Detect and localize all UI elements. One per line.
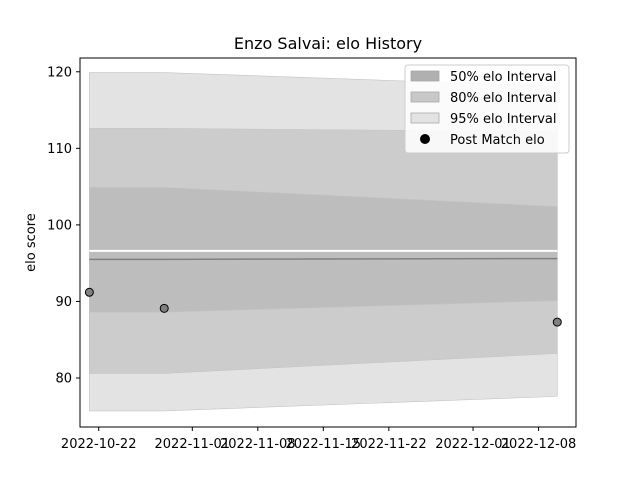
center-line: [89, 257, 558, 261]
interval-bands: [89, 72, 558, 412]
chart-title: Enzo Salvai: elo History: [234, 34, 422, 53]
x-tick-label: 2022-12-01: [435, 437, 511, 452]
legend-label: Post Match elo: [450, 133, 545, 148]
y-tick-label: 100: [47, 218, 72, 233]
legend-swatch: [410, 91, 440, 103]
x-tick-label: 2022-11-22: [351, 437, 427, 452]
x-tick-label: 2022-12-08: [501, 437, 577, 452]
x-axis: 2022-10-22 2022-11-012022-11-082022-11-15…: [61, 427, 576, 452]
y-tick-label: 90: [55, 295, 72, 310]
x-tick-label: 2022-11-01: [155, 437, 231, 452]
legend: 50% elo Interval 80% elo Interval 95% elo …: [404, 64, 570, 154]
plot-frame: [79, 57, 577, 428]
legend-box: [404, 64, 570, 154]
legend-label: 80% elo Interval: [450, 91, 557, 106]
y-tick-label: 120: [47, 65, 72, 80]
data-point: [159, 303, 169, 313]
legend-marker: [420, 134, 430, 144]
y-tick-label: 110: [47, 142, 72, 157]
x-tick-label: 2022-11-08: [220, 437, 296, 452]
legend-label: 50% elo Interval: [450, 70, 557, 85]
legend-swatch: [410, 70, 440, 82]
legend-label: 95% elo Interval: [450, 112, 557, 127]
y-tick-label: 80: [55, 372, 72, 387]
x-tick-label: 2022-10-22: [61, 437, 137, 452]
data-point: [84, 287, 94, 297]
legend-swatch: [410, 112, 440, 124]
post-match-points: [84, 287, 562, 327]
y-axis: 80 90 100 110 120: [47, 65, 80, 387]
band-2: [89, 187, 558, 313]
y-axis-label: elo score: [24, 213, 39, 272]
x-tick-label: 2022-11-15: [286, 437, 362, 452]
data-point: [552, 317, 562, 327]
series-lines: [89, 249, 558, 261]
